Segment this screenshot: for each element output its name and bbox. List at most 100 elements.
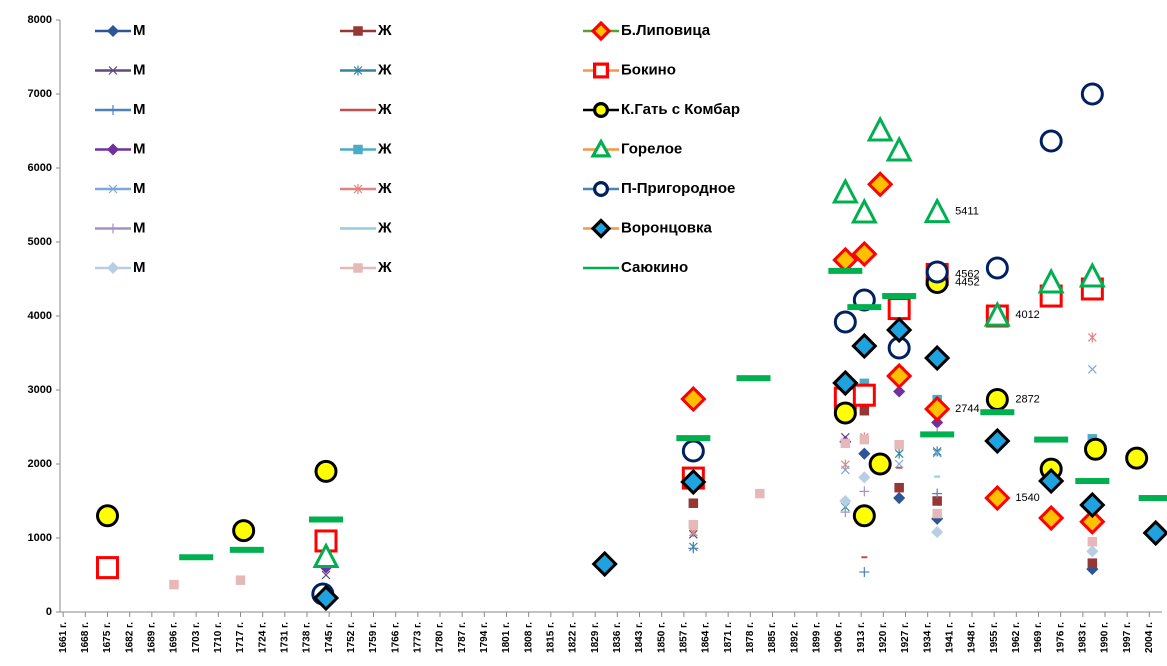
marker bbox=[681, 439, 705, 463]
y-tick-label: 0 bbox=[46, 606, 52, 618]
marker bbox=[887, 297, 911, 321]
marker bbox=[866, 115, 894, 142]
marker-shape bbox=[108, 184, 118, 194]
legend-item: Воронцовка bbox=[583, 218, 712, 239]
marker-shape bbox=[852, 504, 876, 528]
data-label: 1540 bbox=[1015, 492, 1039, 504]
marker bbox=[924, 344, 951, 372]
legend-label: Бокино bbox=[621, 61, 676, 78]
marker bbox=[850, 197, 878, 224]
marker bbox=[229, 546, 264, 553]
x-tick-label: 1962 г. bbox=[1011, 622, 1022, 653]
x-tick-label: 2004 г. bbox=[1144, 622, 1155, 653]
marker-shape bbox=[839, 494, 852, 508]
marker-shape bbox=[984, 484, 1011, 512]
legend-item: Саюкино bbox=[583, 259, 688, 276]
marker-shape bbox=[861, 556, 868, 559]
marker-shape bbox=[859, 405, 870, 416]
marker-shape bbox=[894, 482, 904, 493]
marker bbox=[885, 135, 913, 162]
data-label: 4452 bbox=[955, 276, 979, 288]
legend-item: Ж bbox=[340, 180, 392, 197]
x-tick-label: 1913 г. bbox=[856, 622, 867, 653]
marker bbox=[893, 491, 906, 505]
marker bbox=[680, 468, 707, 496]
marker bbox=[1039, 129, 1063, 153]
marker-shape bbox=[314, 459, 338, 483]
marker bbox=[882, 293, 917, 300]
marker-shape bbox=[852, 383, 876, 407]
marker-shape bbox=[235, 575, 246, 585]
legend-label: М bbox=[133, 180, 146, 197]
x-tick-label: 1920 г. bbox=[878, 622, 889, 653]
x-tick-label: 1731 г. bbox=[279, 622, 290, 653]
x-tick-label: 1892 г. bbox=[789, 622, 800, 653]
marker-shape bbox=[355, 227, 361, 230]
marker bbox=[321, 570, 331, 580]
marker bbox=[894, 448, 904, 459]
marker-shape bbox=[858, 447, 871, 460]
marker-shape bbox=[1037, 267, 1065, 294]
marker-shape bbox=[688, 519, 699, 530]
marker-shape bbox=[851, 240, 878, 268]
marker-shape bbox=[1138, 495, 1167, 502]
x-tick-label: 1682 г. bbox=[124, 622, 135, 653]
marker-shape bbox=[931, 526, 944, 539]
marker-shape bbox=[592, 181, 609, 198]
marker bbox=[592, 102, 609, 119]
marker bbox=[755, 488, 765, 499]
marker bbox=[851, 332, 878, 360]
marker-shape bbox=[676, 435, 711, 442]
x-tick-label: 1927 г. bbox=[900, 622, 911, 653]
legend-label: Ж bbox=[377, 61, 392, 78]
marker-shape bbox=[591, 550, 618, 578]
marker-shape bbox=[1078, 261, 1106, 288]
marker-shape bbox=[894, 440, 904, 450]
x-tick-label: 1745 г. bbox=[324, 622, 335, 653]
legend-item: М bbox=[95, 61, 146, 78]
marker bbox=[894, 459, 904, 469]
marker-shape bbox=[1080, 82, 1104, 106]
data-label: 2872 bbox=[1015, 393, 1039, 405]
data-label: 4562 bbox=[955, 268, 979, 280]
x-tick-label: 1857 г. bbox=[678, 622, 689, 653]
legend-item: Б.Липовица bbox=[583, 20, 711, 42]
x-tick-label: 1934 г. bbox=[922, 622, 933, 653]
marker-shape bbox=[688, 498, 699, 508]
legend-item: Ж bbox=[340, 61, 392, 78]
marker bbox=[1087, 558, 1098, 568]
marker-shape bbox=[893, 385, 906, 398]
marker-shape bbox=[850, 197, 878, 224]
marker-shape bbox=[887, 297, 911, 321]
legend-label: К.Гать с Комбар bbox=[621, 101, 740, 118]
marker bbox=[592, 181, 609, 198]
marker bbox=[355, 227, 361, 230]
marker-shape bbox=[680, 468, 707, 496]
marker bbox=[896, 466, 903, 469]
marker bbox=[1087, 364, 1097, 374]
marker-shape bbox=[1087, 558, 1098, 568]
marker-shape bbox=[353, 26, 363, 36]
marker bbox=[1038, 467, 1065, 495]
marker bbox=[312, 584, 340, 612]
marker-shape bbox=[847, 304, 882, 311]
marker-shape bbox=[592, 102, 609, 119]
marker bbox=[1079, 508, 1106, 535]
marker-shape bbox=[894, 459, 904, 469]
marker bbox=[932, 488, 943, 499]
marker-shape bbox=[831, 177, 859, 204]
marker-shape bbox=[1075, 478, 1110, 485]
x-tick-label: 1703 г. bbox=[191, 622, 202, 653]
marker-shape bbox=[840, 438, 851, 449]
marker bbox=[598, 267, 604, 269]
x-tick-label: 1871 г. bbox=[723, 622, 734, 653]
marker bbox=[923, 197, 951, 224]
marker bbox=[106, 24, 120, 38]
marker bbox=[179, 554, 214, 561]
legend-label: Саюкино bbox=[621, 259, 688, 276]
legend-label: Воронцовка bbox=[621, 219, 712, 236]
marker-shape bbox=[828, 267, 863, 274]
marker-shape bbox=[169, 579, 179, 590]
marker-shape bbox=[321, 570, 331, 580]
marker-shape bbox=[309, 516, 343, 523]
